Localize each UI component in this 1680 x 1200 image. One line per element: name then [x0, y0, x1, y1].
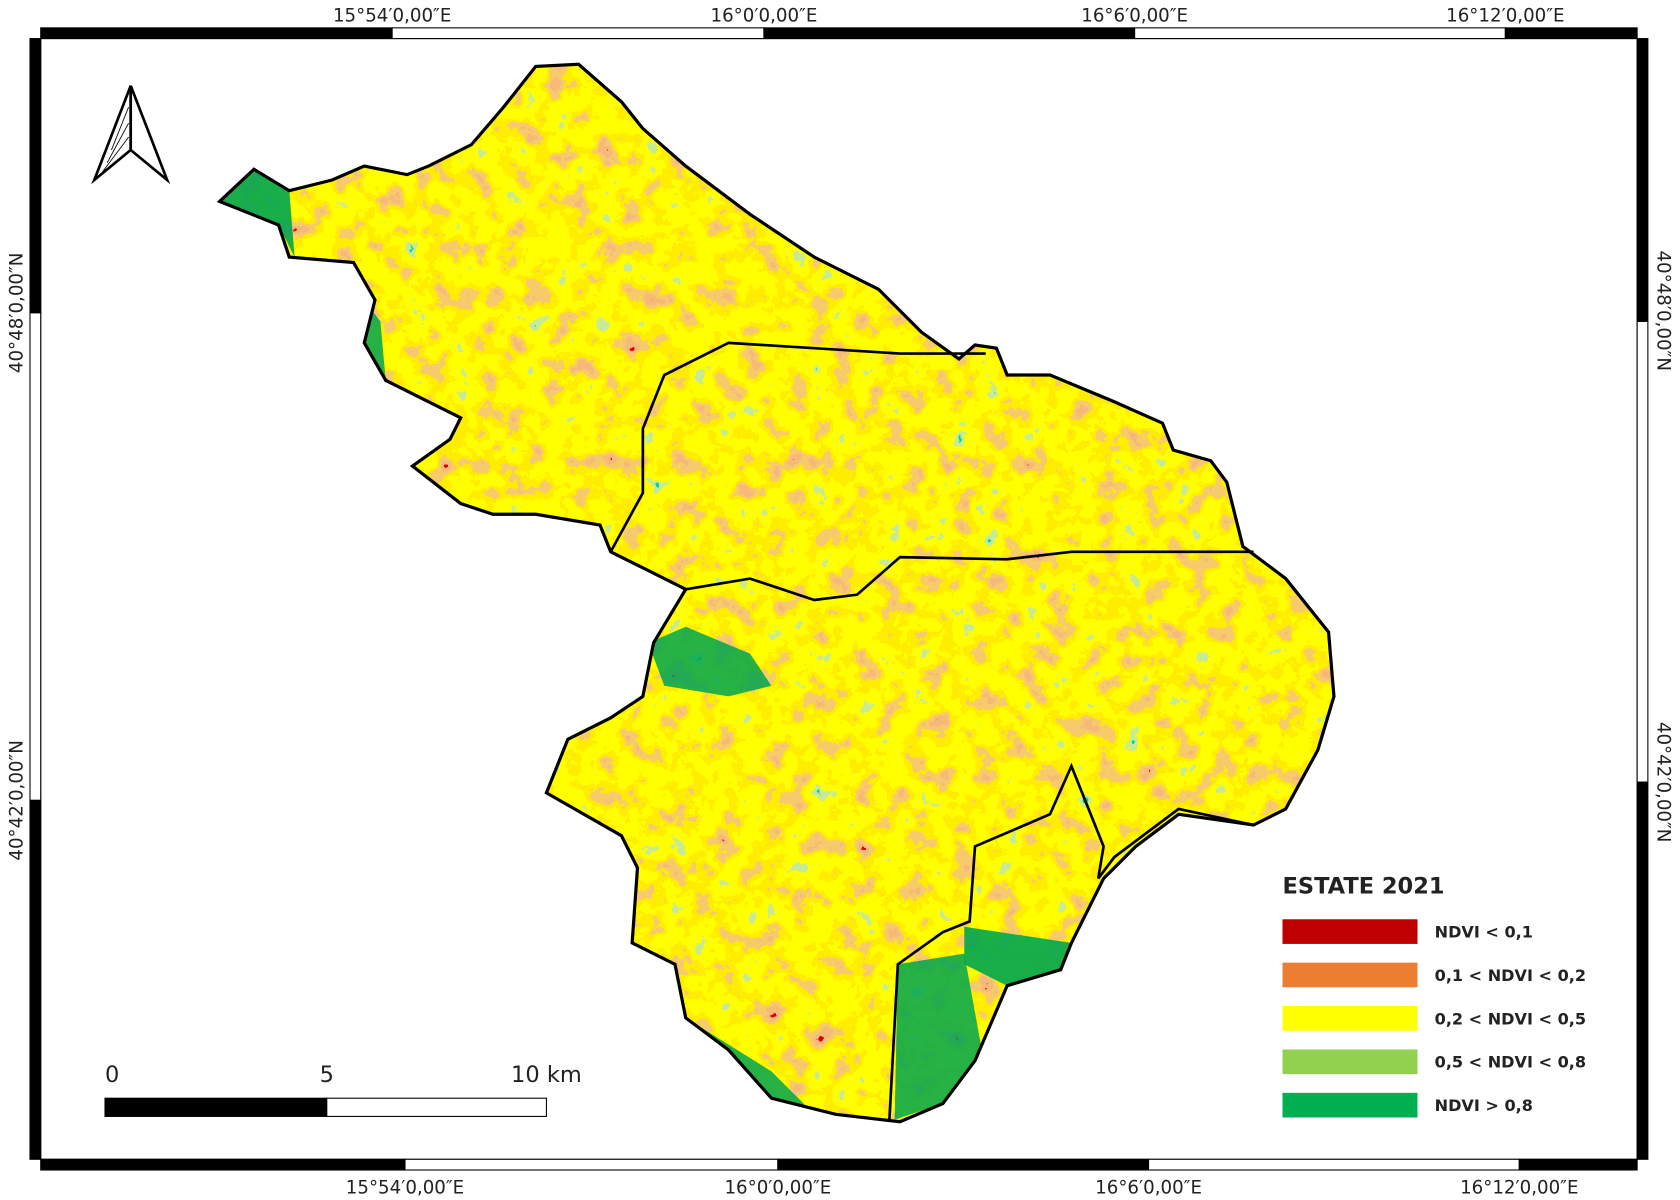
- legend-label: 0,5 < NDVI < 0,8: [1435, 1053, 1586, 1072]
- scale-label: 5: [320, 1062, 334, 1088]
- scale-label: 0: [105, 1062, 119, 1088]
- legend-label: 0,1 < NDVI < 0,2: [1435, 966, 1586, 985]
- scale-labels: 0 5 10 km: [105, 1062, 582, 1088]
- bottom-coordinate: 15°54′0,00″E: [346, 1178, 464, 1199]
- legend: ESTATE 2021 NDVI < 0,1 0,1 < NDVI < 0,2 0,2…: [1282, 874, 1586, 1118]
- coordinate-labels: 15°54′0,00″E 16°0′0,00″E 16°6′0,00″E 16°12′…: [7, 5, 1674, 1198]
- top-coordinate: 16°0′0,00″E: [711, 5, 818, 26]
- scale-bar: [104, 1097, 547, 1117]
- top-coordinate: 16°6′0,00″E: [1081, 5, 1188, 26]
- north-arrow: [91, 85, 171, 185]
- legend-swatch: [1282, 1049, 1418, 1075]
- scale-label: 10 km: [511, 1062, 582, 1088]
- legend-label: 0,2 < NDVI < 0,5: [1435, 1009, 1586, 1028]
- legend-label: NDVI < 0,1: [1435, 923, 1533, 942]
- legend-label: NDVI > 0,8: [1435, 1096, 1533, 1115]
- municipal-boundaries: [609, 341, 1254, 1122]
- right-coordinate: 40°42′0,00″N: [1653, 722, 1674, 843]
- left-coordinate: 40°42′0,00″N: [7, 740, 28, 861]
- legend-swatch: [1282, 962, 1418, 988]
- legend-swatch: [1282, 919, 1418, 944]
- top-coordinate: 16°12′0,00″E: [1446, 5, 1564, 26]
- left-coordinate: 40°48′0,00″N: [7, 253, 28, 374]
- bottom-coordinate: 16°12′0,00″E: [1460, 1178, 1578, 1199]
- bottom-coordinate: 16°6′0,00″E: [1095, 1178, 1202, 1199]
- frame-bars: [29, 27, 1649, 1171]
- top-coordinate: 15°54′0,00″E: [333, 5, 451, 26]
- legend-swatch: [1282, 1092, 1418, 1118]
- bottom-coordinate: 16°0′0,00″E: [724, 1178, 831, 1199]
- right-coordinate: 40°48′0,00″N: [1653, 250, 1674, 371]
- legend-title: ESTATE 2021: [1283, 874, 1445, 900]
- legend-swatch: [1282, 1006, 1418, 1031]
